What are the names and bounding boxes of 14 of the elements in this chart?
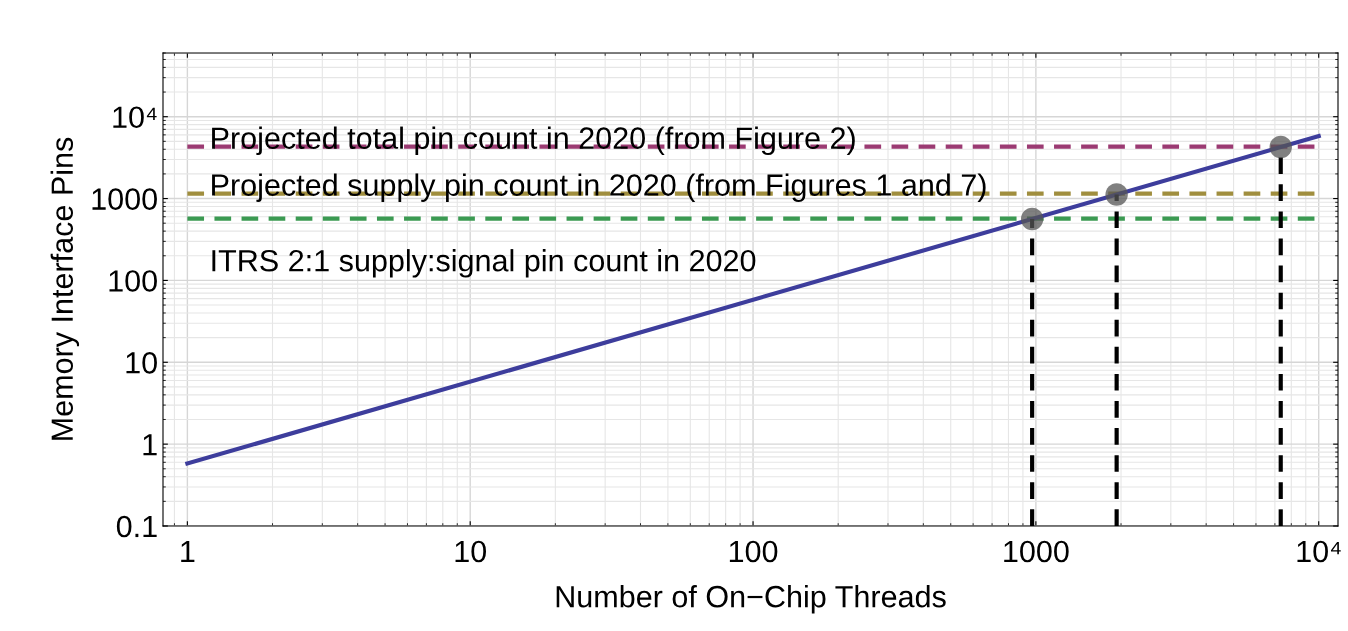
x-tick-label: 10⁴	[1297, 540, 1341, 563]
x-tick-label: 1	[181, 541, 195, 563]
x-tick-label: 10	[455, 540, 487, 563]
y-tick-label: 100	[109, 270, 157, 292]
x-axis-title: Number of On−Chip Threads	[556, 585, 946, 614]
y-tick-label: 10⁴	[113, 106, 157, 129]
y-tick-label: 0.1	[116, 515, 157, 538]
y-tick-label: 1000	[92, 188, 157, 210]
x-tick-label: 1000	[1004, 540, 1069, 563]
x-tick-label: 100	[729, 540, 778, 563]
annotation: ITRS 2:1 supply:signal pin count in 2020	[212, 249, 756, 278]
y-tick-label: 1	[143, 434, 157, 456]
y-tick-label: 10	[126, 352, 157, 374]
y-axis-title: Memory Interface Pins	[50, 137, 80, 440]
